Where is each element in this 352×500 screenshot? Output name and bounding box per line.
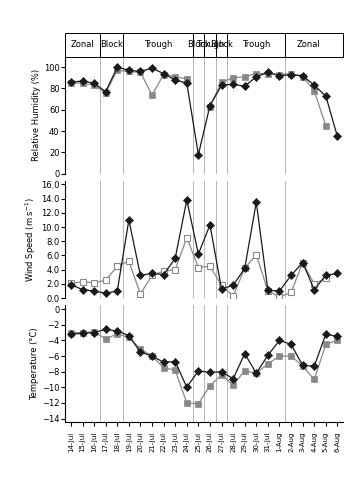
Text: Zonal: Zonal [71,40,94,49]
Text: Trough: Trough [242,40,270,49]
Text: Block: Block [210,40,233,49]
Text: Trough: Trough [196,40,224,49]
Text: Block: Block [100,40,123,49]
Text: Block: Block [187,40,210,49]
Y-axis label: Wind Speed (m s$^{-1}$): Wind Speed (m s$^{-1}$) [24,197,38,282]
Y-axis label: Temperature (°C): Temperature (°C) [30,328,39,400]
Y-axis label: Relative Humidity (%): Relative Humidity (%) [32,69,41,161]
Text: Zonal: Zonal [297,40,320,49]
Text: Trough: Trough [144,40,172,49]
